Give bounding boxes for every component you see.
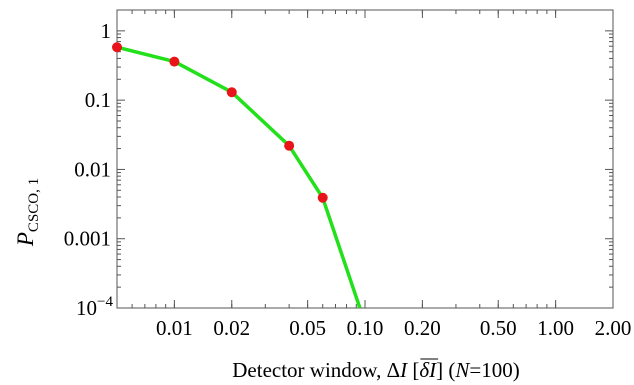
red-data-point <box>284 140 295 151</box>
x-axis-title-prefix: Detector window, Δ <box>232 358 400 382</box>
y-tick-label: 1 <box>101 19 112 43</box>
x-axis-title-bracket-close: ] ( <box>436 358 455 382</box>
red-data-point <box>112 42 122 53</box>
series <box>112 42 362 308</box>
y-tick-label: 0.1 <box>85 88 111 112</box>
x-tick-label: 0.50 <box>480 316 517 340</box>
plot-area-border <box>116 9 614 309</box>
plot-frame <box>116 9 614 309</box>
x-tick-label: 1.00 <box>537 316 574 340</box>
x-tick-labels: 0.01 0.02 0.05 0.10 0.20 0.50 1.00 2.00 <box>156 316 631 340</box>
y-axis-title-main: P <box>13 232 38 247</box>
x-axis-title-var: I <box>399 358 408 382</box>
green-curve-line <box>117 45 362 308</box>
axis-ticks <box>117 10 614 309</box>
x-axis-title: Detector window, ΔI [δI] (N=100) <box>232 358 519 382</box>
x-tick-label: 0.05 <box>289 316 326 340</box>
y-axis-title-subscript: CSCO, 1 <box>26 178 42 232</box>
x-tick-label: 0.01 <box>156 316 193 340</box>
x-tick-label: 0.10 <box>347 316 384 340</box>
x-tick-label: 0.02 <box>213 316 250 340</box>
red-data-point <box>226 87 237 98</box>
red-data-point <box>169 56 180 67</box>
x-axis-title-n-value: =100) <box>469 358 519 382</box>
y-tick-label: 10−4 <box>76 294 113 320</box>
y-tick-labels: 1 0.1 0.01 0.001 10−4 <box>64 19 114 320</box>
x-tick-label: 0.20 <box>404 316 441 340</box>
red-data-point <box>317 192 328 203</box>
x-axis-title-bracket-open: [ <box>407 358 419 382</box>
x-tick-label: 2.00 <box>595 316 632 340</box>
x-axis-title-n-var: N <box>454 358 470 382</box>
y-tick-label: 0.001 <box>64 227 111 251</box>
y-axis-title: PCSCO, 1 <box>13 178 42 247</box>
y-tick-label: 0.01 <box>74 157 111 181</box>
x-axis-title-overline: δI <box>419 358 437 382</box>
